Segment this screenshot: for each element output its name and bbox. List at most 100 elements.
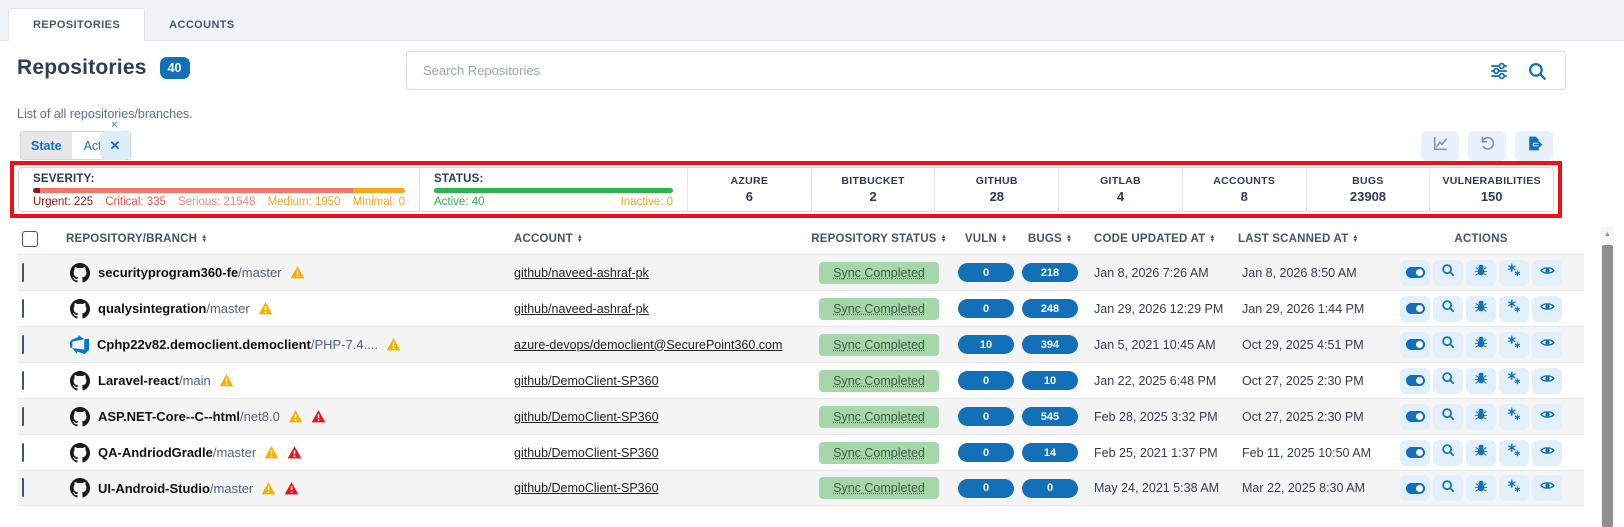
bugs-button[interactable] (1466, 367, 1496, 394)
toggle-active-button[interactable] (1400, 331, 1430, 358)
vertical-scrollbar[interactable]: ▲ (1601, 227, 1614, 527)
bugs-button[interactable] (1466, 295, 1496, 322)
tab-repositories[interactable]: REPOSITORIES (8, 8, 146, 41)
sync-status-badge[interactable]: Sync Completed (819, 405, 939, 428)
inspect-button[interactable] (1433, 367, 1463, 394)
bugs-count-pill[interactable]: 248 (1022, 299, 1078, 318)
repository-branch-name[interactable]: Cphp22v82.democlient.democlient/PHP-7.4.… (97, 337, 379, 352)
sync-status-badge[interactable]: Sync Completed (819, 297, 939, 320)
inspect-button[interactable] (1433, 475, 1463, 501)
sync-status-badge[interactable]: Sync Completed (819, 261, 939, 284)
inspect-button[interactable] (1433, 331, 1463, 358)
vuln-count-pill[interactable]: 0 (958, 407, 1014, 426)
account-link[interactable]: github/DemoClient-SP360 (514, 445, 659, 460)
scan-button[interactable] (1499, 403, 1529, 430)
view-button[interactable] (1532, 439, 1562, 466)
repository-branch-name[interactable]: Laravel-react/main (98, 373, 211, 388)
row-checkbox[interactable] (22, 262, 24, 282)
sort-icon[interactable]: ▲ ▼ (1065, 234, 1073, 244)
row-checkbox[interactable] (22, 370, 24, 390)
sort-icon[interactable]: ▲ ▼ (940, 234, 947, 244)
sync-status-badge[interactable]: Sync Completed (819, 369, 939, 392)
scan-button[interactable] (1499, 475, 1529, 501)
analytics-button[interactable] (1421, 131, 1459, 161)
inspect-button[interactable] (1433, 403, 1463, 430)
toggle-active-button[interactable] (1400, 475, 1430, 501)
toggle-active-button[interactable] (1400, 367, 1430, 394)
sort-icon[interactable]: ▲ ▼ (201, 234, 208, 244)
reset-button[interactable] (1468, 131, 1506, 161)
view-button[interactable] (1532, 475, 1562, 501)
row-checkbox[interactable] (22, 298, 24, 318)
bugs-count-pill[interactable]: 394 (1022, 335, 1078, 354)
scan-button[interactable] (1499, 259, 1529, 286)
export-button[interactable] (1515, 131, 1553, 161)
inspect-button[interactable] (1433, 259, 1463, 286)
sort-icon[interactable]: ▲ ▼ (1352, 234, 1359, 244)
repository-branch-name[interactable]: securityprogram360-fe/master (98, 265, 282, 280)
bugs-count-pill[interactable]: 545 (1022, 407, 1078, 426)
account-link[interactable]: github/DemoClient-SP360 (514, 409, 659, 424)
bugs-count-pill[interactable]: 218 (1022, 263, 1078, 282)
vuln-count-pill[interactable]: 10 (958, 335, 1014, 354)
inspect-button[interactable] (1433, 295, 1463, 322)
status-bar (434, 188, 673, 193)
view-button[interactable] (1532, 367, 1562, 394)
vuln-count-pill[interactable]: 0 (958, 299, 1014, 318)
sort-icon[interactable]: ▲ ▼ (1000, 234, 1008, 244)
bugs-count-pill[interactable]: 10 (1022, 371, 1078, 390)
bugs-button[interactable] (1466, 403, 1496, 430)
row-checkbox[interactable] (22, 334, 24, 354)
row-checkbox[interactable] (22, 478, 24, 497)
bugs-button[interactable] (1466, 331, 1496, 358)
account-link[interactable]: azure-devops/democlient@SecurePoint360.c… (514, 337, 783, 352)
scrollbar-thumb[interactable] (1602, 245, 1613, 527)
bugs-button[interactable] (1466, 259, 1496, 286)
chip-close-icon[interactable]: × (111, 119, 118, 131)
bugs-button[interactable] (1466, 475, 1496, 501)
inspect-button[interactable] (1433, 439, 1463, 466)
bugs-count-pill[interactable]: 0 (1022, 478, 1078, 498)
vuln-count-pill[interactable]: 0 (958, 371, 1014, 390)
bugs-count-pill[interactable]: 14 (1022, 443, 1078, 462)
scan-button[interactable] (1499, 367, 1529, 394)
search-input[interactable] (407, 63, 1489, 78)
clear-filters-button[interactable]: ✕ (100, 131, 130, 160)
row-checkbox[interactable] (22, 442, 24, 462)
filter-sliders-icon[interactable] (1489, 60, 1511, 82)
scan-button[interactable] (1499, 295, 1529, 322)
sync-status-badge[interactable]: Sync Completed (819, 333, 939, 356)
toggle-active-button[interactable] (1400, 403, 1430, 430)
scroll-up-icon[interactable]: ▲ (1604, 230, 1611, 238)
scan-button[interactable] (1499, 331, 1529, 358)
tab-accounts[interactable]: ACCOUNTS (169, 18, 235, 31)
scan-button[interactable] (1499, 439, 1529, 466)
account-link[interactable]: github/naveed-ashraf-pk (514, 301, 649, 316)
sort-icon[interactable]: ▲ ▼ (1209, 234, 1216, 244)
sync-status-badge[interactable]: Sync Completed (819, 477, 939, 499)
view-button[interactable] (1532, 403, 1562, 430)
row-checkbox[interactable] (22, 406, 24, 426)
repository-branch-name[interactable]: qualysintegration/master (98, 301, 250, 316)
view-button[interactable] (1532, 259, 1562, 286)
vuln-count-pill[interactable]: 0 (958, 443, 1014, 462)
toggle-active-button[interactable] (1400, 439, 1430, 466)
toggle-active-button[interactable] (1400, 259, 1430, 286)
account-link[interactable]: github/DemoClient-SP360 (514, 373, 659, 388)
toggle-active-button[interactable] (1400, 295, 1430, 322)
status-inactive-count: Inactive: 0 (620, 196, 673, 208)
repository-branch-name[interactable]: QA-AndriodGradle/master (98, 445, 257, 460)
view-button[interactable] (1532, 331, 1562, 358)
sync-status-badge[interactable]: Sync Completed (819, 441, 939, 464)
account-link[interactable]: github/naveed-ashraf-pk (514, 265, 649, 280)
vuln-count-pill[interactable]: 0 (958, 263, 1014, 282)
repository-branch-name[interactable]: UI-Android-Studio/master (98, 480, 254, 496)
select-all-checkbox[interactable] (22, 231, 38, 247)
view-button[interactable] (1532, 295, 1562, 322)
vuln-count-pill[interactable]: 0 (958, 478, 1014, 498)
sort-icon[interactable]: ▲ ▼ (576, 234, 584, 244)
search-icon[interactable] (1527, 60, 1549, 82)
bugs-button[interactable] (1466, 439, 1496, 466)
account-link[interactable]: github/DemoClient-SP360 (514, 481, 659, 495)
repository-branch-name[interactable]: ASP.NET-Core--C--html/net8.0 (98, 409, 280, 424)
